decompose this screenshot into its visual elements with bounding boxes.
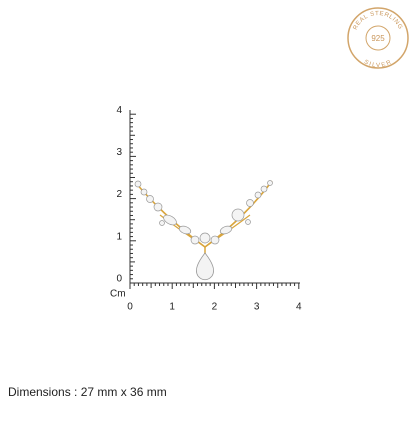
- ruler-h-label: 4: [296, 302, 302, 313]
- ruler-h-label: 3: [254, 302, 260, 313]
- necklace: [134, 180, 273, 281]
- ruler-h-label: 1: [169, 302, 175, 313]
- ruler-h-label: 0: [127, 302, 133, 313]
- ruler-unit: Cm: [110, 289, 126, 300]
- ruler-v-label: 1: [116, 231, 122, 242]
- ruler-v-label: 4: [116, 105, 122, 116]
- badge-bottom-path: SILVER: [363, 59, 392, 69]
- ruler-v-label: 0: [116, 274, 122, 285]
- caption: Dimensions : 27 mm x 36 mm: [8, 385, 167, 399]
- ruler-v-label: 2: [116, 189, 122, 200]
- ruler: [129, 110, 300, 289]
- badge: REAL STERLING 925 SILVER: [347, 7, 409, 69]
- badge-center: 925: [371, 34, 385, 43]
- badge-bottom: SILVER: [363, 59, 393, 69]
- ruler-v-label: 3: [116, 147, 122, 158]
- ruler-h-label: 2: [212, 302, 218, 313]
